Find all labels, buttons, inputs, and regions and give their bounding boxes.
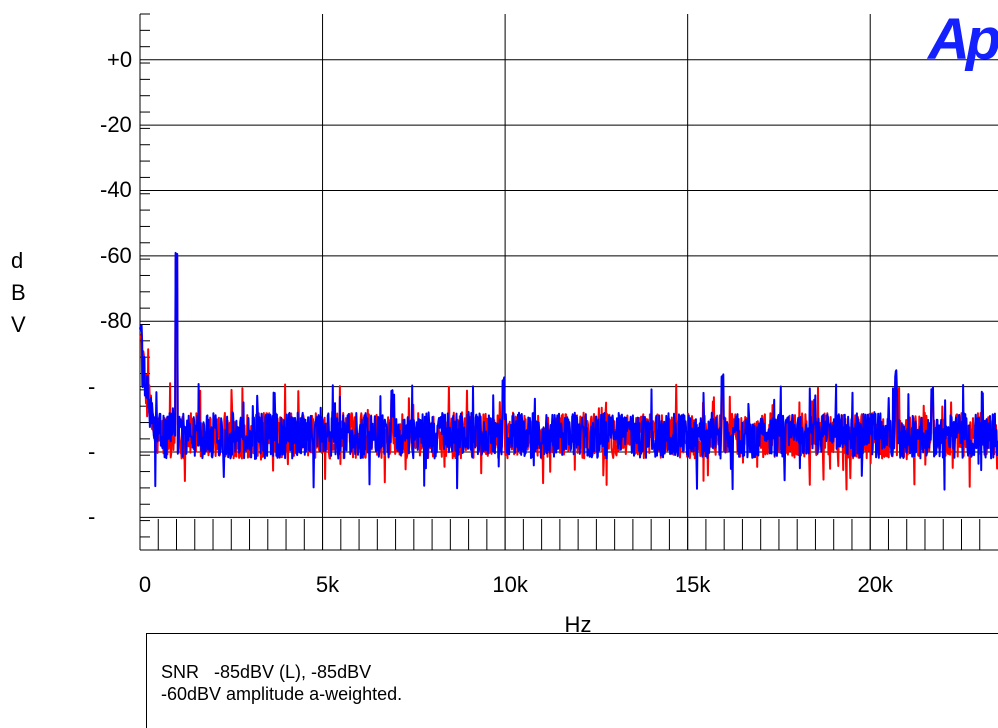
y-tick-label: -60 [100, 242, 132, 268]
spectrum-series-line [139, 251, 998, 491]
y-tick-label: +0 [107, 46, 133, 72]
y-tick-label: - [88, 373, 96, 399]
y-axis-label-letter: d [11, 248, 24, 273]
y-axis-label-letter: V [11, 312, 26, 337]
note-line-snr: SNR -85dBV (L), -85dBV [161, 662, 372, 682]
brand-logo: Ap [928, 7, 998, 72]
x-tick-label: 20k [857, 572, 893, 597]
y-tick-label: -80 [100, 308, 132, 334]
x-tick-label: 5k [315, 572, 340, 597]
y-tick-label: -20 [100, 112, 132, 138]
y-tick-label: - [88, 504, 96, 530]
note-line-amplitude: -60dBV amplitude a-weighted. [161, 684, 403, 704]
spectrum-series-line [139, 255, 998, 491]
y-tick-label: - [88, 438, 96, 464]
x-tick-label: 10k [492, 572, 528, 597]
x-tick-label: 15k [674, 572, 711, 597]
y-tick-label: -40 [100, 177, 132, 203]
y-axis-label-letter: B [11, 280, 26, 305]
notes-box [146, 633, 998, 728]
x-axis-label: Hz [564, 612, 592, 637]
x-tick-label: 0 [138, 572, 152, 597]
